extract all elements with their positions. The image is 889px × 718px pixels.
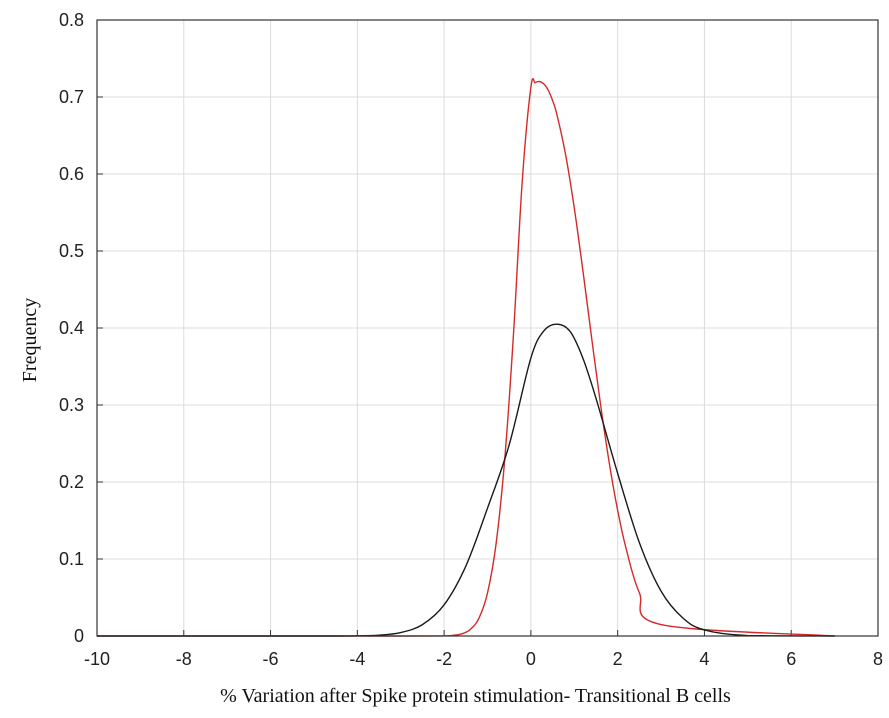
y-tick-label-6: 0.6 [59,164,84,184]
series-layer [97,78,835,637]
x-tick-label-2: -6 [263,649,279,669]
y-tick-label-1: 0.1 [59,549,84,569]
y-tick-label-5: 0.5 [59,241,84,261]
x-tick-labels: -10 -8 -6 -4 -2 0 2 4 6 8 [84,649,883,669]
series-line-0 [97,78,835,637]
x-tick-label-4: -2 [436,649,452,669]
x-tick-label-5: 0 [526,649,536,669]
x-tick-label-8: 6 [786,649,796,669]
y-tick-label-4: 0.4 [59,318,84,338]
y-tick-label-8: 0.8 [59,10,84,30]
x-axis-title: % Variation after Spike protein stimulat… [220,685,731,707]
x-tick-label-6: 2 [613,649,623,669]
x-tick-label-3: -4 [349,649,365,669]
x-tick-label-1: -8 [176,649,192,669]
series-line-1 [97,323,835,637]
y-axis-title: Frequency [19,298,41,382]
y-tick-label-2: 0.2 [59,472,84,492]
x-tick-label-9: 8 [873,649,883,669]
y-tick-labels: 0 0.1 0.2 0.3 0.4 0.5 0.6 0.7 0.8 [59,10,84,646]
y-tick-label-7: 0.7 [59,87,84,107]
x-tick-label-7: 4 [699,649,709,669]
grid-layer [96,19,879,637]
x-tick-label-0: -10 [84,649,110,669]
y-tick-label-0: 0 [74,626,84,646]
plot-frame [96,19,879,637]
y-tick-label-3: 0.3 [59,395,84,415]
